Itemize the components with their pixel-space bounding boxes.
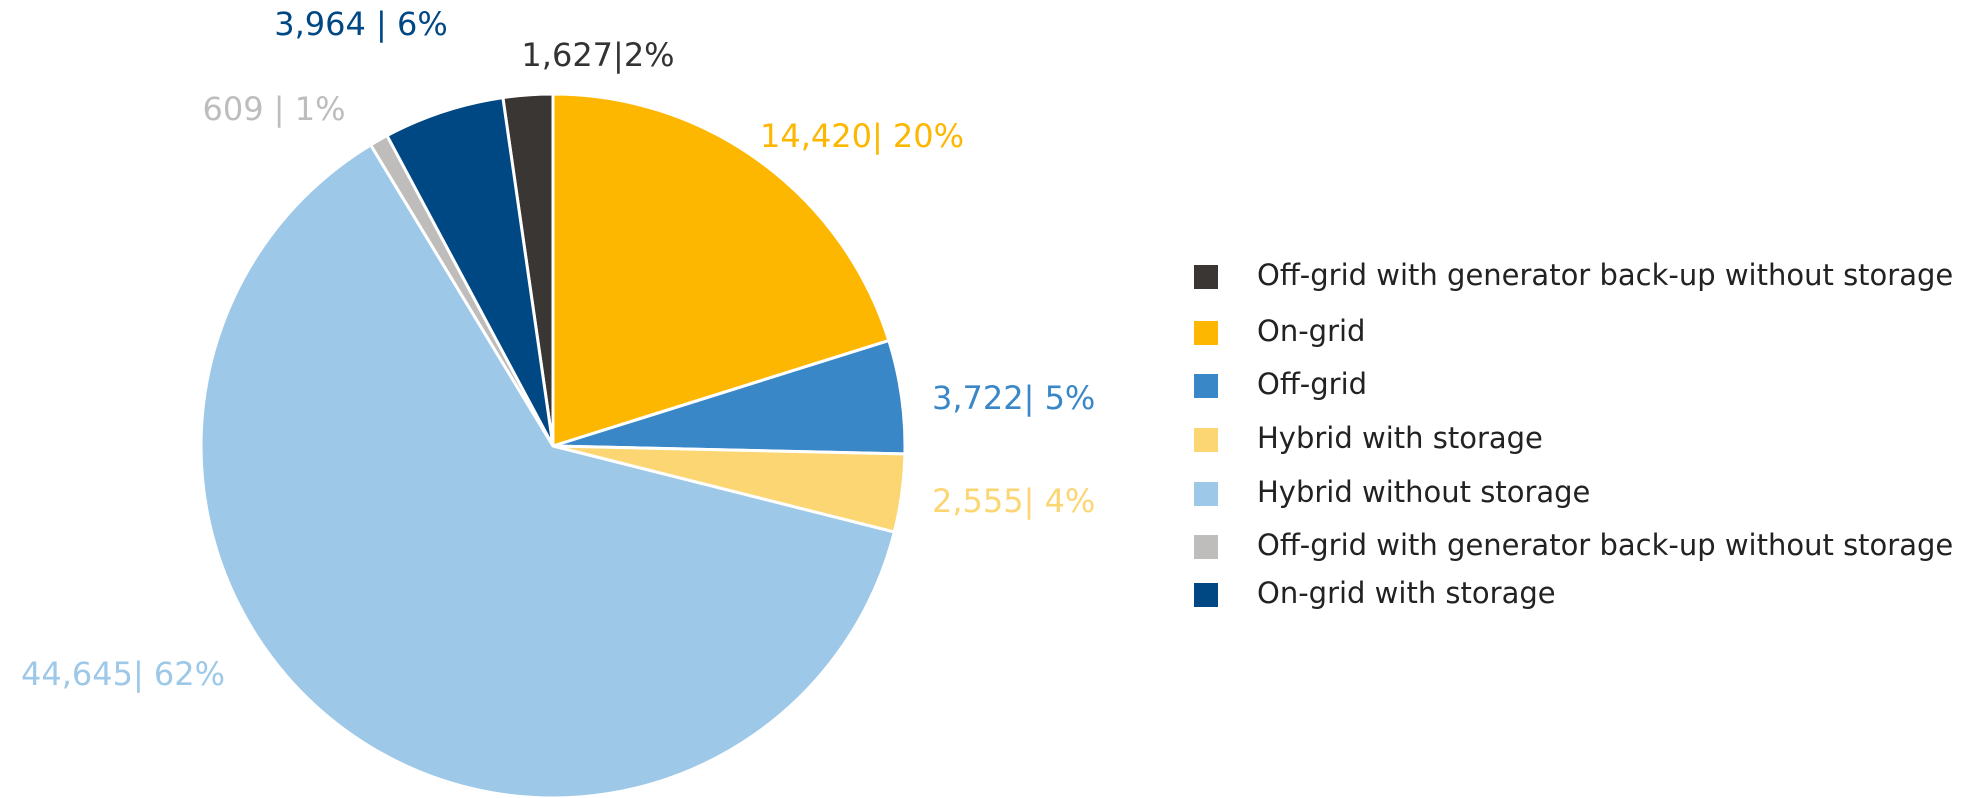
legend-label: Hybrid with storage xyxy=(1257,421,1543,455)
legend-swatch xyxy=(1194,321,1218,345)
legend-swatch xyxy=(1194,482,1218,506)
pie-slice xyxy=(384,95,555,447)
data-label: 2,555| 4% xyxy=(932,482,1095,520)
legend-label: Hybrid without storage xyxy=(1257,475,1590,509)
legend-label: Off-grid with generator back-up without … xyxy=(1257,258,1953,292)
legend-swatch xyxy=(1194,374,1218,398)
data-label: 14,420| 20% xyxy=(760,117,964,155)
data-label: 3,722| 5% xyxy=(932,379,1095,417)
data-label: 3,964 | 6% xyxy=(274,5,448,43)
pie-slice xyxy=(551,92,891,449)
legend-swatch xyxy=(1194,265,1218,289)
legend-swatch xyxy=(1194,535,1218,559)
legend-label: Off-grid with generator back-up without … xyxy=(1257,528,1953,562)
legend-label: Off-grid xyxy=(1257,367,1367,401)
pie-slice xyxy=(199,142,897,798)
data-label: 1,627|2% xyxy=(521,36,674,74)
legend-swatch xyxy=(1194,428,1218,452)
data-label: 609 | 1% xyxy=(203,90,346,128)
legend-label: On-grid with storage xyxy=(1257,576,1556,610)
data-label: 44,645| 62% xyxy=(21,655,225,693)
legend-label: On-grid xyxy=(1257,314,1365,348)
legend-swatch xyxy=(1194,583,1218,607)
